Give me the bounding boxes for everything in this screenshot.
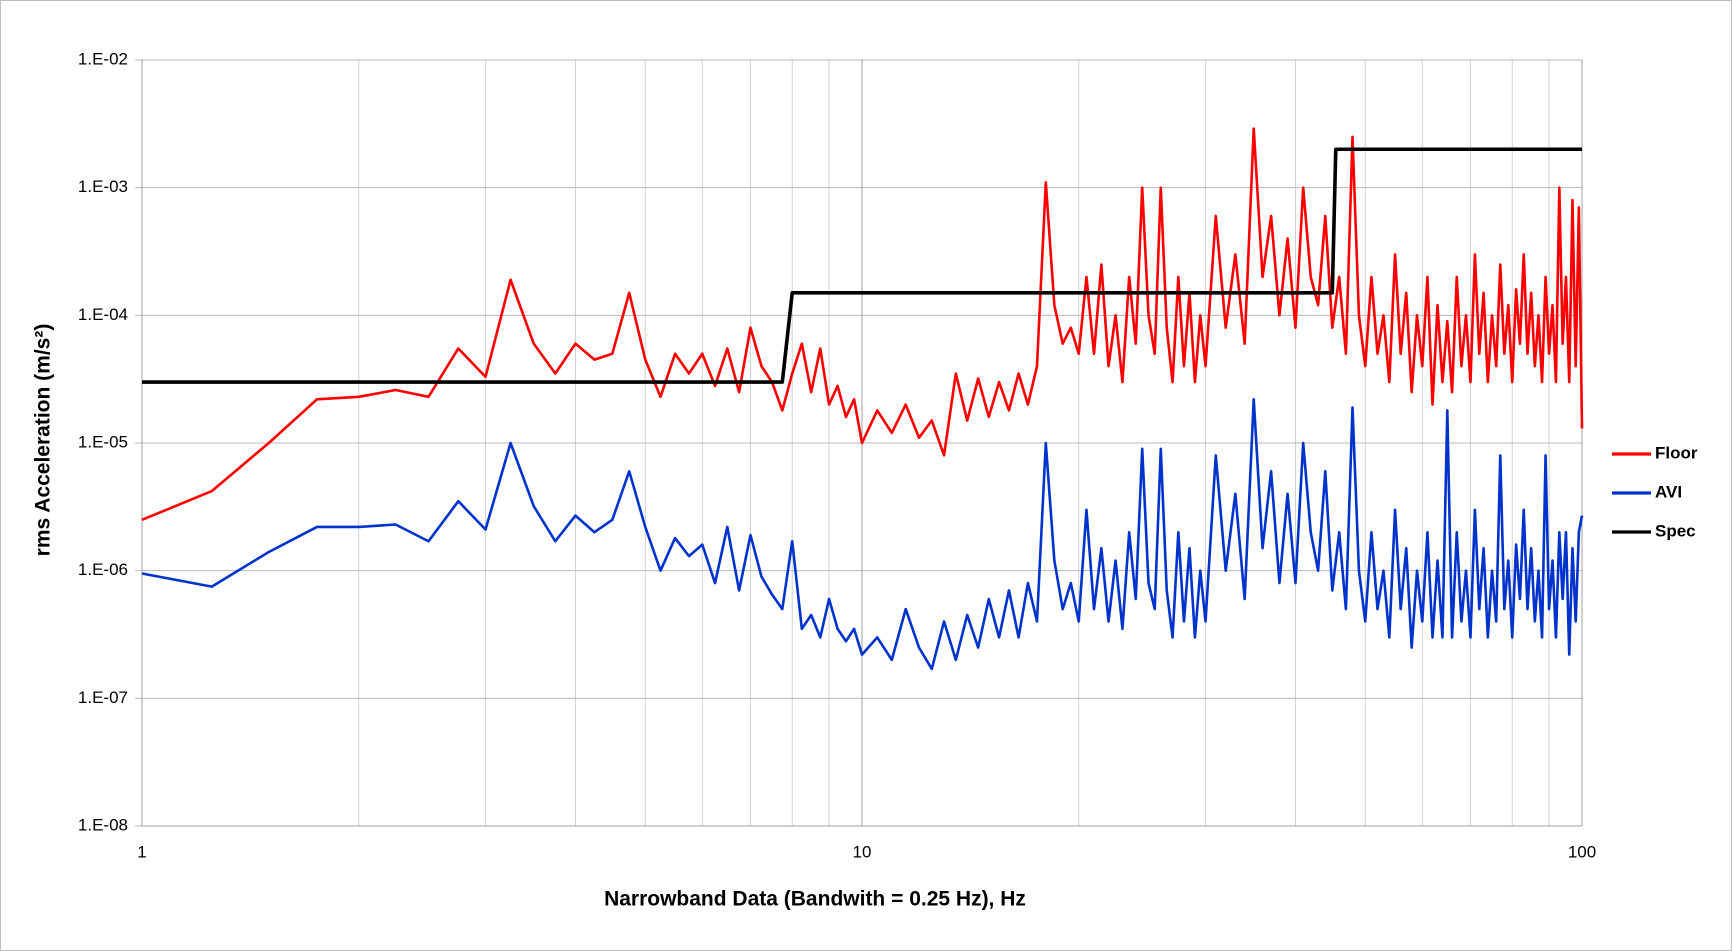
y-axis-title: rms Acceleration (m/s²) <box>32 324 55 557</box>
y-tick-label: 1.E-05 <box>78 432 128 451</box>
y-tick-label: 1.E-04 <box>78 305 128 324</box>
series-line <box>141 397 1584 671</box>
legend-text: Floor <box>1655 443 1698 462</box>
x-tick-label: 100 <box>1568 842 1596 861</box>
legend-text: Spec <box>1655 521 1696 540</box>
x-tick-label: 1 <box>137 842 146 861</box>
y-tick-label: 1.E-02 <box>78 49 128 68</box>
x-axis-title: Narrowband Data (Bandwith = 0.25 Hz), Hz <box>604 888 1026 911</box>
y-tick-label: 1.E-07 <box>78 688 128 707</box>
y-tick-label: 1.E-08 <box>78 815 128 834</box>
series-line <box>142 147 1582 384</box>
legend-text: AVI <box>1655 482 1682 501</box>
y-tick-label: 1.E-03 <box>78 177 128 196</box>
y-tick-label: 1.E-06 <box>78 560 128 579</box>
x-tick-label: 10 <box>853 842 872 861</box>
